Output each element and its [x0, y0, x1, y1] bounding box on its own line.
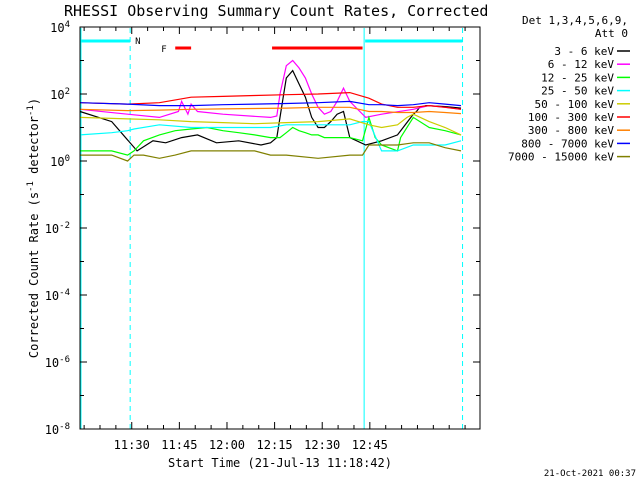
footer-date: 21-Oct-2021 00:37 [544, 469, 636, 479]
x-tick-label: 11:45 [161, 438, 197, 452]
series-line-3 [79, 120, 462, 152]
x-tick-label: 12:45 [352, 438, 388, 452]
legend-label-5: 100 - 300 keV [528, 111, 614, 124]
x-axis-label: Start Time (21-Jul-13 11:18:42) [168, 456, 392, 470]
series-line-7 [79, 100, 462, 107]
y-tick-label: 104 [50, 20, 70, 35]
y-axis: 104 102 100 10-2 10-4 10-6 10-8 [45, 20, 480, 437]
x-tick-label: 12:15 [257, 438, 293, 452]
legend-header-line-2: Att 0 [595, 27, 628, 40]
x-tick-label: 12:00 [209, 438, 245, 452]
legend-label-0: 3 - 6 keV [554, 45, 614, 58]
legend-label-8: 7000 - 15000 keV [508, 151, 614, 164]
y-tick-label: 100 [50, 154, 70, 169]
x-tick-label: 12:30 [304, 438, 340, 452]
legend-label-6: 300 - 800 keV [528, 124, 614, 137]
plot-frame [79, 26, 481, 430]
y-tick-label: 10-8 [45, 422, 70, 437]
legend-label-4: 50 - 100 keV [535, 98, 615, 111]
y-axis-label: Corrected Count Rate (s-1 detector-1) [26, 98, 41, 358]
series-line-8 [80, 142, 462, 162]
plot-area: NF [79, 28, 464, 429]
series-line-4 [79, 113, 462, 136]
y-tick-label: 10-2 [45, 221, 70, 236]
night-label: N [135, 37, 140, 47]
chart-title: RHESSI Observing Summary Count Rates, Co… [64, 2, 488, 20]
series-line-2 [80, 115, 462, 156]
legend-label-2: 12 - 25 keV [541, 71, 614, 84]
legend-header-line-1: Det 1,3,4,5,6,9, [522, 14, 628, 27]
x-axis: 11:30 11:45 12:00 12:15 12:30 12:45 [83, 27, 466, 452]
legend-label-3: 25 - 50 keV [541, 85, 614, 98]
legend-label-7: 800 - 7000 keV [521, 137, 614, 150]
y-tick-label: 102 [50, 87, 70, 102]
series-line-0 [79, 69, 462, 152]
series-line-6 [79, 106, 462, 115]
series-line-5 [79, 91, 462, 110]
y-tick-label: 10-6 [45, 355, 70, 370]
legend-label-1: 6 - 12 keV [548, 58, 615, 71]
y-tick-label: 10-4 [45, 288, 70, 303]
x-tick-label: 11:30 [114, 438, 150, 452]
flare-label: F [161, 45, 166, 55]
